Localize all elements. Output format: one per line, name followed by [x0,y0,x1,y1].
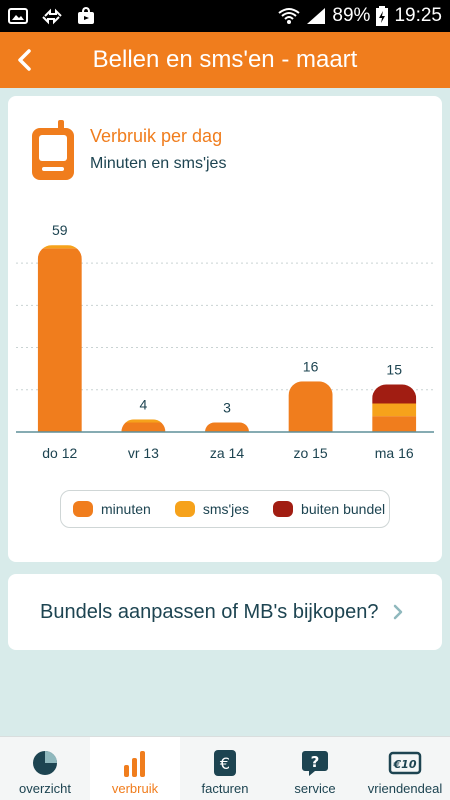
bar-chart-icon [124,751,145,777]
bundles-link[interactable]: Bundels aanpassen of MB's bijkopen? [8,574,442,650]
legend-swatch [73,501,93,517]
page-title: Bellen en sms'en - maart [92,46,358,73]
legend-label: buiten bundel [301,501,386,517]
card-subtitle: Minuten en sms'jes [90,155,227,172]
nav-item-verbruik[interactable]: verbruik [90,737,180,800]
phone-icon [32,120,74,180]
x-tick-label: zo 15 [293,445,327,461]
usage-card: 59 do 12 4 vr 13 3 za 14 16 zo 15 15 ma 16 Verbru… [8,96,442,562]
usage-chart: 59 do 12 4 vr 13 3 za 14 16 zo 15 15 ma 16 [16,222,434,461]
euro-ticket-icon: €10 [388,751,422,775]
card-title: Verbruik per dag [90,126,223,146]
signal-icon [307,8,326,24]
status-bar: 89% 19:25 [0,0,450,32]
card-header: Verbruik per dag Minuten en sms'jes [30,120,226,180]
nav-label: overzicht [18,781,72,796]
bar-value-label: 4 [140,396,148,412]
bar-segment-sms-jes [37,245,82,249]
battery-percentage: 89% [332,5,371,26]
nav-item-facturen[interactable]: € facturen [180,737,270,800]
x-tick-label: do 12 [42,445,77,461]
bottom-nav: overzicht verbruik € facturen ? service … [0,736,450,800]
legend-item-buiten-bundel: buiten bundel [273,501,385,517]
bar-do-12 [37,245,82,432]
nav-item-vriendendeal[interactable]: €10 vriendendeal [360,737,450,800]
legend-item-smsjes: sms'jes [174,501,250,517]
nav-label: vriendendeal [367,781,443,796]
bar-segment-buiten-bundel [372,384,417,404]
svg-text:?: ? [311,753,320,771]
nav-label: verbruik [111,781,159,796]
bar-value-label: 3 [223,400,231,416]
bar-ma-16 [372,384,417,432]
svg-text:€10: €10 [393,758,417,771]
pie-chart-icon [33,751,57,775]
bar-value-label: 15 [386,362,402,378]
bar-value-label: 59 [52,222,68,238]
bar-segment-sms-jes [372,403,417,417]
question-icon: ? [302,751,328,776]
bar-value-label: 16 [303,358,319,374]
x-tick-label: vr 13 [128,445,159,461]
bar-segment-minuten [121,422,166,432]
bar-za-14 [205,422,249,432]
clock: 19:25 [394,5,442,26]
legend-item-minuten: minuten [73,501,151,517]
chevron-left-icon [18,49,31,71]
wifi-icon [278,8,301,24]
bar-vr-13 [121,419,166,432]
battery-icon [376,6,389,26]
sync-icon [42,8,62,25]
chart-legend: minuten sms'jes buiten bundel [60,490,390,528]
image-icon [8,8,28,24]
bar-segment-minuten [37,248,82,432]
bar-segment-minuten [372,416,417,432]
legend-label: minuten [101,501,151,517]
bar-segment-minuten [288,381,333,432]
nav-label: facturen [201,781,249,796]
legend-swatch [273,501,294,517]
back-button[interactable] [0,32,48,88]
store-icon [78,7,94,24]
app-bar: Bellen en sms'en - maart [0,32,450,88]
legend-label: sms'jes [202,501,250,517]
bar-zo-15 [288,381,333,432]
bar-segment-sms-jes [121,419,166,423]
x-tick-label: za 14 [210,445,244,461]
x-tick-label: ma 16 [375,445,414,461]
nav-item-overzicht[interactable]: overzicht [0,737,90,800]
nav-item-service[interactable]: ? service [270,737,360,800]
bundles-link-text: Bundels aanpassen of MB's bijkopen? [40,600,379,623]
euro-icon: € [214,750,236,776]
nav-label: service [294,781,336,796]
legend-swatch [174,501,195,517]
svg-text:€: € [220,754,230,773]
chevron-right-icon [393,604,402,620]
bar-segment-minuten [205,422,249,432]
